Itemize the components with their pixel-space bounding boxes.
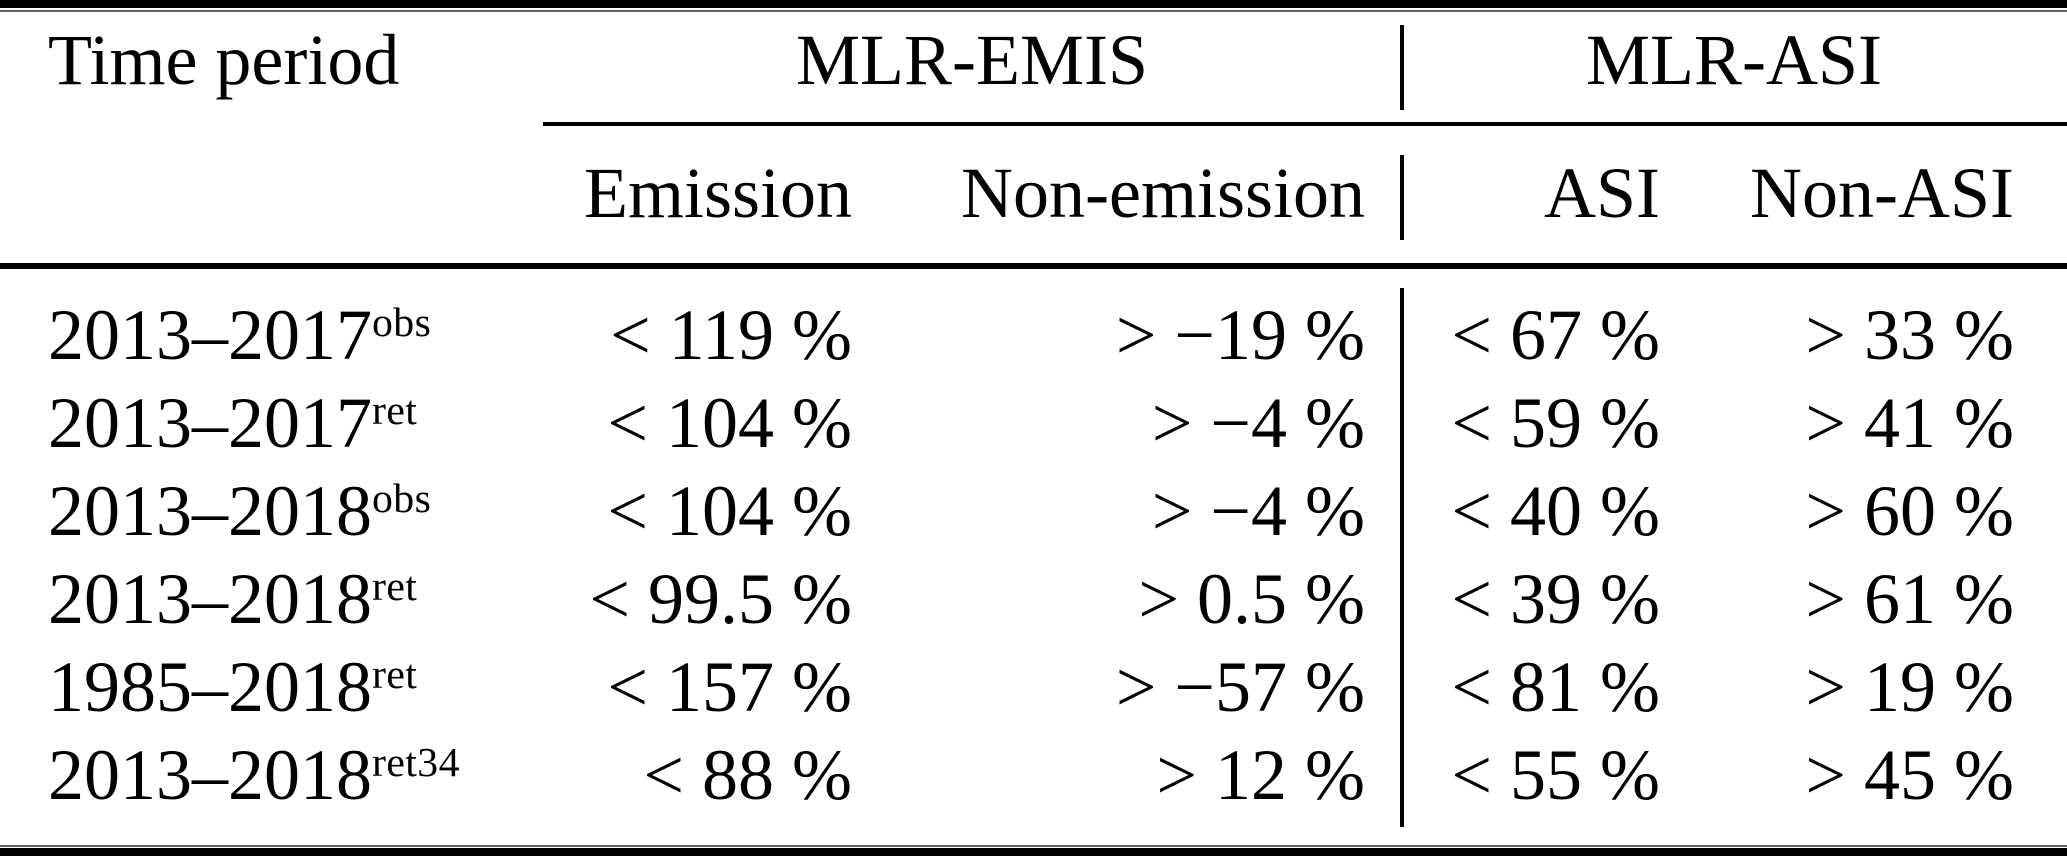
cell-non-emission: > −4 % [1151, 383, 1365, 463]
col-header-emission: Emission [583, 153, 852, 233]
cell-non-emission: > −19 % [1115, 295, 1365, 375]
period-superscript: ret [372, 388, 418, 435]
row-period-label: 2013–2018ret34 [48, 737, 460, 813]
cell-asi: < 59 % [1451, 383, 1660, 463]
cell-non-asi: > 45 % [1805, 735, 2014, 815]
period-superscript: obs [372, 476, 432, 523]
row-period-label: 2013–2017obs [48, 297, 431, 373]
period-superscript: ret [372, 564, 418, 611]
cell-non-asi: > 33 % [1805, 295, 2014, 375]
group-header-mlr-emis: MLR-EMIS [795, 20, 1149, 100]
group-header-underline [543, 122, 2067, 126]
column-divider-top [1400, 25, 1404, 110]
cell-non-asi: > 41 % [1805, 383, 2014, 463]
col-header-non-emission: Non-emission [961, 153, 1365, 233]
cell-asi: < 39 % [1451, 559, 1660, 639]
cell-asi: < 81 % [1451, 647, 1660, 727]
cell-non-emission: > 12 % [1156, 735, 1365, 815]
cell-emission: < 104 % [607, 383, 852, 463]
cell-non-asi: > 61 % [1805, 559, 2014, 639]
column-divider-body [1400, 288, 1404, 827]
period-superscript: ret34 [372, 740, 460, 787]
bottom-rule-edge [0, 845, 2067, 847]
bottom-rule [0, 848, 2067, 856]
period-text: 1985–2018 [48, 647, 372, 727]
row-period-label: 2013–2017ret [48, 385, 417, 461]
row-period-label: 1985–2018ret [48, 649, 417, 725]
cell-emission: < 157 % [607, 647, 852, 727]
period-text: 2013–2017 [48, 295, 372, 375]
cell-emission: < 119 % [610, 295, 852, 375]
cell-non-emission: > −4 % [1151, 471, 1365, 551]
cell-asi: < 40 % [1451, 471, 1660, 551]
col-header-non-asi: Non-ASI [1750, 153, 2014, 233]
period-text: 2013–2018 [48, 559, 372, 639]
row-period-label: 2013–2018obs [48, 473, 431, 549]
cell-emission: < 104 % [607, 471, 852, 551]
cell-non-emission: > −57 % [1115, 647, 1365, 727]
period-superscript: obs [372, 300, 432, 347]
cell-non-emission: > 0.5 % [1138, 559, 1365, 639]
period-text: 2013–2018 [48, 471, 372, 551]
header-underline [0, 263, 2067, 269]
cell-non-asi: > 19 % [1805, 647, 2014, 727]
period-superscript: ret [372, 652, 418, 699]
corner-header: Time period [48, 20, 400, 100]
period-text: 2013–2018 [48, 735, 372, 815]
group-header-mlr-asi: MLR-ASI [1585, 20, 1883, 100]
top-rule [0, 0, 2067, 8]
top-rule-edge [0, 10, 2067, 12]
cell-emission: < 88 % [643, 735, 852, 815]
cell-asi: < 55 % [1451, 735, 1660, 815]
cell-non-asi: > 60 % [1805, 471, 2014, 551]
col-header-asi: ASI [1543, 153, 1660, 233]
column-divider-middle [1400, 155, 1404, 240]
cell-asi: < 67 % [1451, 295, 1660, 375]
cell-emission: < 99.5 % [589, 559, 852, 639]
period-text: 2013–2017 [48, 383, 372, 463]
row-period-label: 2013–2018ret [48, 561, 417, 637]
